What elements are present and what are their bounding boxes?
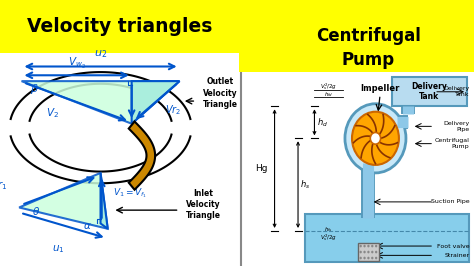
Text: Impeller: Impeller [360,84,400,93]
Text: $u_2$: $u_2$ [94,48,107,60]
Circle shape [364,257,366,259]
Bar [358,243,379,261]
Circle shape [371,245,374,247]
Text: Centrifugal: Centrifugal [316,27,421,45]
Text: Foot valve: Foot valve [437,244,469,248]
Text: Centrifugal
Pump: Centrifugal Pump [435,138,469,149]
Text: $V_2$: $V_2$ [46,106,59,120]
Text: Inlet
Velocity
Triangle: Inlet Velocity Triangle [186,189,221,221]
Polygon shape [100,173,108,229]
Text: Outlet
Velocity
Triangle: Outlet Velocity Triangle [203,77,238,109]
Text: $V_s^2/2g$: $V_s^2/2g$ [320,81,337,92]
Text: $\Phi$: $\Phi$ [161,83,172,95]
Circle shape [375,257,377,259]
Polygon shape [21,81,180,124]
Text: $Vr_2$: $Vr_2$ [165,103,182,117]
Text: Hg: Hg [255,164,267,173]
Text: $u_1$: $u_1$ [52,243,65,255]
Circle shape [345,104,406,173]
Circle shape [375,245,377,247]
Text: $\theta$: $\theta$ [32,205,40,218]
Bar [305,214,469,262]
Text: $\alpha$: $\alpha$ [83,221,91,231]
Circle shape [352,112,399,165]
Circle shape [364,245,366,247]
Polygon shape [19,173,108,229]
Text: Velocity triangles: Velocity triangles [27,17,212,36]
Text: Delivery
Tank: Delivery Tank [411,82,447,101]
Circle shape [367,245,370,247]
Text: Strainer: Strainer [444,253,469,258]
Text: $Vr_1$: $Vr_1$ [0,178,7,192]
Circle shape [375,251,377,253]
Circle shape [370,132,381,144]
Text: $V_{f_2}$: $V_{f_2}$ [138,95,152,110]
Text: Pump: Pump [342,51,395,69]
Circle shape [364,251,366,253]
Text: $h_{fs}$: $h_{fs}$ [324,225,333,234]
Circle shape [371,257,374,259]
Bar [0,0,239,53]
Text: $h_d$: $h_d$ [317,116,328,128]
Text: Delivery
Pipe: Delivery Pipe [443,121,469,132]
Circle shape [367,251,370,253]
Polygon shape [132,81,180,124]
Bar [239,0,474,72]
Circle shape [367,257,370,259]
Text: $\beta$: $\beta$ [30,82,39,96]
Text: $h_s$: $h_s$ [301,178,310,191]
Circle shape [359,251,362,253]
Circle shape [371,251,374,253]
Text: $V_s^2/2g$: $V_s^2/2g$ [320,232,337,243]
Text: Suction Pipe: Suction Pipe [431,200,469,204]
Text: Delivery
Tank: Delivery Tank [443,86,469,97]
Bar [392,77,467,106]
Text: $V_1 = V_{f_1}$: $V_1 = V_{f_1}$ [112,186,147,200]
Text: $V_{w_2}$: $V_{w_2}$ [68,56,85,71]
Text: $h_{fd}$: $h_{fd}$ [324,90,333,99]
Circle shape [359,245,362,247]
Polygon shape [129,122,155,190]
Circle shape [359,257,362,259]
